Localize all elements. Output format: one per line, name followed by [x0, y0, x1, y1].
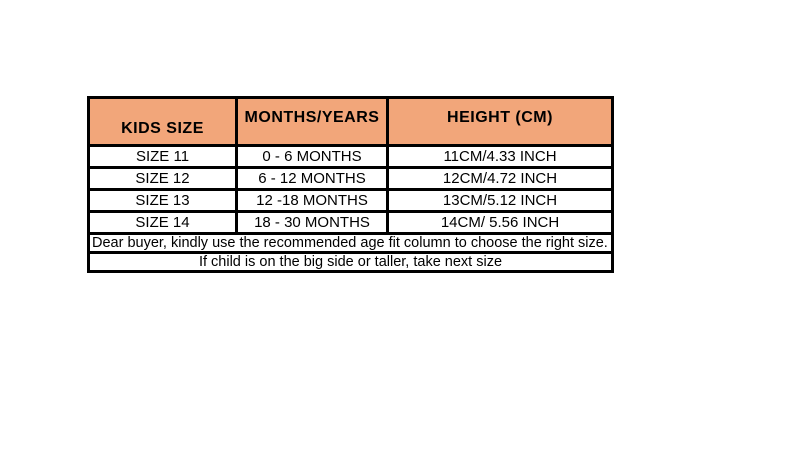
age-range-value: 6 - 12 MONTHS — [235, 166, 389, 191]
height-value: 12CM/4.72 INCH — [386, 166, 614, 191]
size-value: SIZE 14 — [87, 210, 238, 235]
header-months-years: MONTHS/YEARS — [235, 96, 389, 147]
kids-size-chart-table: KIDS SIZE MONTHS/YEARS HEIGHT (CM) SIZE … — [87, 96, 614, 273]
note-row-sizing-tip: If child is on the big side or taller, t… — [87, 251, 614, 273]
note-sizing-tip: If child is on the big side or taller, t… — [87, 251, 614, 273]
table-row-size-14: SIZE 14 18 - 30 MONTHS 14CM/ 5.56 INCH — [87, 210, 614, 235]
size-value: SIZE 12 — [87, 166, 238, 191]
age-range-value: 18 - 30 MONTHS — [235, 210, 389, 235]
height-value: 14CM/ 5.56 INCH — [386, 210, 614, 235]
note-buyer-advice: Dear buyer, kindly use the recommended a… — [87, 232, 614, 254]
age-range-value: 12 -18 MONTHS — [235, 188, 389, 213]
height-value: 11CM/4.33 INCH — [386, 144, 614, 169]
header-height-cm: HEIGHT (CM) — [386, 96, 614, 147]
age-range-value: 0 - 6 MONTHS — [235, 144, 389, 169]
table-row-size-11: SIZE 11 0 - 6 MONTHS 11CM/4.33 INCH — [87, 144, 614, 169]
table-row-size-13: SIZE 13 12 -18 MONTHS 13CM/5.12 INCH — [87, 188, 614, 213]
size-value: SIZE 11 — [87, 144, 238, 169]
size-value: SIZE 13 — [87, 188, 238, 213]
table-row-size-12: SIZE 12 6 - 12 MONTHS 12CM/4.72 INCH — [87, 166, 614, 191]
header-kids-size: KIDS SIZE — [87, 96, 238, 147]
header-row: KIDS SIZE MONTHS/YEARS HEIGHT (CM) — [87, 96, 614, 147]
note-row-buyer-advice: Dear buyer, kindly use the recommended a… — [87, 232, 614, 254]
height-value: 13CM/5.12 INCH — [386, 188, 614, 213]
